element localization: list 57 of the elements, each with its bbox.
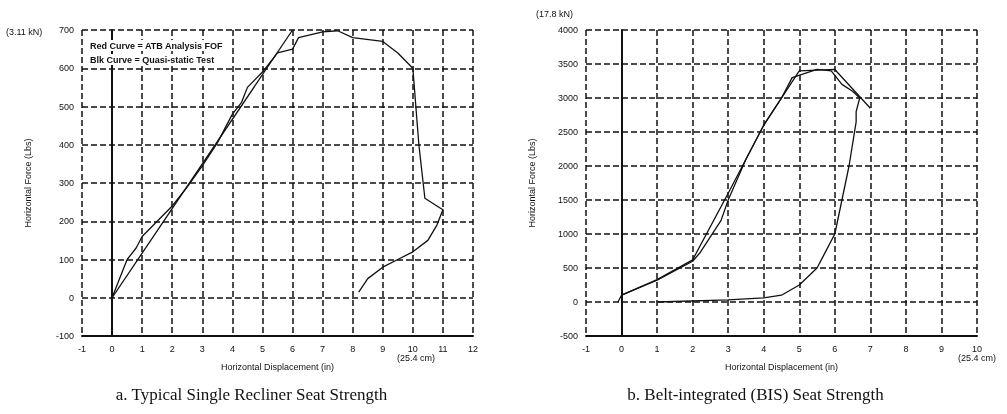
text: a. Typical Single Recliner Seat Strength xyxy=(115,385,388,404)
y-axis-title: Horizontal Force (Lbs) xyxy=(526,138,537,228)
y-tick-label: 2500 xyxy=(557,127,578,137)
x-tick-label: 6 xyxy=(290,343,296,354)
x-tick-label: 7 xyxy=(320,343,326,354)
y-tick-label: 1500 xyxy=(557,195,578,205)
x-tick-label: 1 xyxy=(139,343,145,354)
text: b. Belt-integrated (BIS) Seat Strength xyxy=(627,385,885,404)
text: (3.11 kN) xyxy=(6,26,43,37)
x-tick-label: 0 xyxy=(619,343,625,354)
annotation: Red Curve = ATB Analysis FOF xyxy=(90,40,223,51)
y-tick-label: 4000 xyxy=(557,25,578,35)
y-axis-title: Horizontal Force (Lbs) xyxy=(22,138,33,228)
text: (25.4 cm) xyxy=(958,352,997,363)
y-tick-label: 1000 xyxy=(557,229,578,239)
x-tick-label: 5 xyxy=(259,343,265,354)
y-tick-label: 600 xyxy=(58,63,74,74)
y-tick-label: -500 xyxy=(559,331,578,341)
x-tick-label: 10 xyxy=(407,343,418,354)
y-tick-label: 3500 xyxy=(557,59,578,69)
text: (25.4 cm) xyxy=(397,352,436,363)
y-tick-label: -100 xyxy=(55,331,74,341)
y-tick-label: 500 xyxy=(58,101,74,112)
text: (17.8 kN) xyxy=(536,8,574,19)
x-tick-label: 6 xyxy=(832,343,838,354)
x-tick-label: 10 xyxy=(971,343,983,354)
y-tick-label: 3000 xyxy=(557,93,578,103)
annotation: Blk Curve = Quasi-static Test xyxy=(90,54,215,65)
x-tick-label: 9 xyxy=(938,343,944,354)
x-axis-title: Horizontal Displacement (in) xyxy=(220,361,335,372)
y-tick-label: 500 xyxy=(562,263,578,273)
x-axis-title: Horizontal Displacement (in) xyxy=(724,361,839,372)
x-tick-label: 0 xyxy=(109,343,115,354)
x-tick-label: -1 xyxy=(77,343,87,354)
x-tick-label: 1 xyxy=(654,343,660,354)
y-tick-label: 200 xyxy=(58,216,74,227)
x-tick-label: 12 xyxy=(467,343,479,354)
y-tick-label: 400 xyxy=(58,139,74,150)
y-tick-label: 700 xyxy=(58,25,74,35)
x-tick-label: 11 xyxy=(438,343,448,354)
x-tick-label: 4 xyxy=(229,343,235,354)
x-tick-label: 3 xyxy=(199,343,205,354)
y-tick-label: 300 xyxy=(58,178,74,188)
x-tick-label: 2 xyxy=(690,343,696,354)
x-tick-label: 8 xyxy=(903,343,909,354)
x-tick-label: 7 xyxy=(867,343,873,354)
x-tick-label: -1 xyxy=(581,343,591,354)
y-tick-label: 0 xyxy=(572,297,578,307)
y-tick-label: 100 xyxy=(58,254,74,265)
x-tick-label: 9 xyxy=(380,343,386,354)
y-tick-label: 2000 xyxy=(557,161,578,171)
x-tick-label: 2 xyxy=(169,343,175,354)
y-tick-label: 0 xyxy=(68,292,74,303)
x-tick-label: 4 xyxy=(761,343,767,354)
x-tick-label: 3 xyxy=(725,343,731,354)
x-tick-label: 8 xyxy=(350,343,356,354)
x-tick-label: 5 xyxy=(796,343,802,354)
